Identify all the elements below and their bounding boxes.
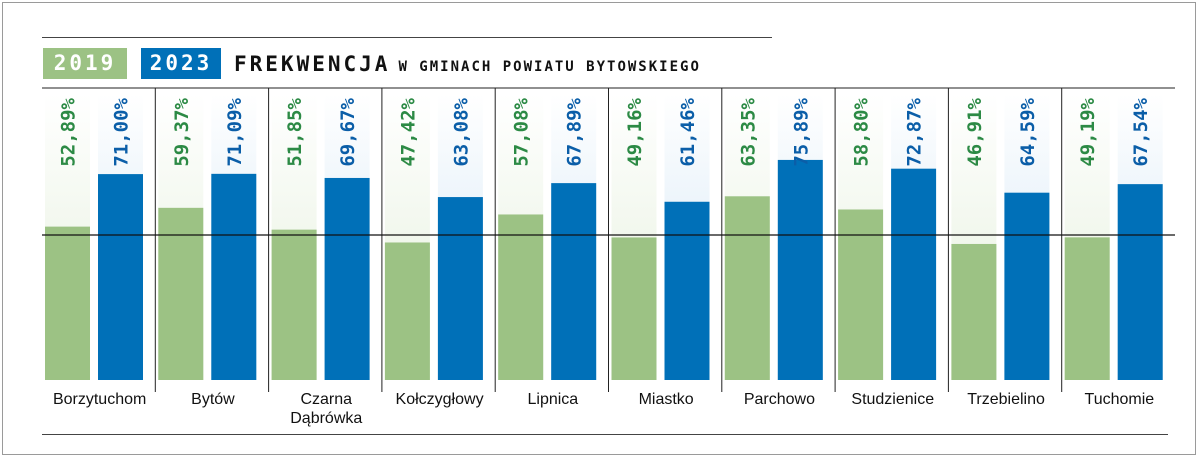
value-label-2019: 51,85% xyxy=(284,97,306,166)
legend-2019: 2019 xyxy=(43,48,127,79)
chart-title: FREKWENCJA W GMINACH POWIATU BYTOWSKIEGO xyxy=(234,49,701,80)
value-label-2023: 67,89% xyxy=(564,97,586,166)
bottom-rule xyxy=(42,434,1168,435)
category-label: Lipnica xyxy=(527,391,578,408)
bar-2023 xyxy=(891,168,937,380)
value-label-2023: 64,59% xyxy=(1017,97,1039,166)
value-label-2023: 67,54% xyxy=(1130,97,1152,166)
bar-2023 xyxy=(1004,192,1050,380)
value-label-2023: 72,87% xyxy=(904,97,926,166)
value-label-2019: 57,08% xyxy=(511,97,533,166)
bar-2019 xyxy=(1064,237,1110,380)
category-label: Bytów xyxy=(191,391,235,408)
value-label-2023: 75,89% xyxy=(790,97,812,166)
value-label-2019: 63,35% xyxy=(737,97,759,166)
category-label: Czarna xyxy=(300,391,352,408)
value-label-2019: 46,91% xyxy=(964,97,986,166)
bar-2019 xyxy=(45,226,90,380)
bar-2023 xyxy=(551,183,597,380)
top-rule xyxy=(42,37,772,38)
category-label: Tuchomie xyxy=(1085,391,1155,408)
bar-2023 xyxy=(777,159,823,380)
value-label-2019: 49,16% xyxy=(624,97,646,166)
bar-2019 xyxy=(724,196,770,380)
value-label-2019: 52,89% xyxy=(58,97,80,166)
category-label: Borzytuchom xyxy=(53,391,146,408)
bar-2019 xyxy=(498,214,544,380)
bar-2023 xyxy=(324,177,370,380)
value-label-2019: 58,80% xyxy=(851,97,873,166)
bar-2023 xyxy=(98,174,143,380)
bar-2023 xyxy=(664,201,710,380)
title-sub: W GMINACH POWIATU BYTOWSKIEGO xyxy=(398,59,701,75)
value-label-2023: 63,08% xyxy=(450,97,472,166)
title-main: FREKWENCJA xyxy=(234,52,391,76)
value-label-2019: 59,37% xyxy=(171,97,193,166)
legend-2023: 2023 xyxy=(141,48,221,79)
category-label: Dąbrówka xyxy=(290,410,362,427)
bar-2019 xyxy=(611,237,657,380)
bar-2023 xyxy=(211,173,257,380)
bar-2019 xyxy=(951,243,997,380)
value-label-2023: 71,00% xyxy=(111,97,133,166)
category-label: Kołczygłowy xyxy=(396,391,484,408)
value-label-2023: 69,67% xyxy=(337,97,359,166)
value-label-2023: 61,46% xyxy=(677,97,699,166)
category-label: Parchowo xyxy=(744,391,815,408)
value-label-2019: 47,42% xyxy=(397,97,419,166)
category-label: Studzienice xyxy=(851,391,934,408)
value-label-2023: 71,09% xyxy=(224,97,246,166)
value-label-2019: 49,19% xyxy=(1077,97,1099,166)
category-label: Miastko xyxy=(639,391,694,408)
category-label: Trzebielino xyxy=(967,391,1045,408)
bar-2019 xyxy=(271,229,317,380)
bar-2023 xyxy=(437,197,483,380)
bar-2019 xyxy=(838,209,884,380)
bar-2019 xyxy=(158,207,204,380)
bar-2023 xyxy=(1117,184,1163,380)
bar-2019 xyxy=(384,242,430,380)
